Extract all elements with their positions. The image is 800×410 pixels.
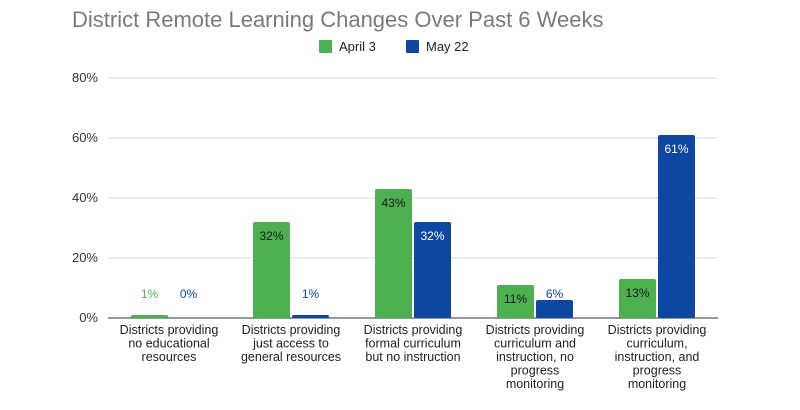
y-tick-label: 40%	[72, 190, 98, 205]
data-label: 6%	[546, 287, 564, 301]
y-axis-ticks: 0% 20% 40% 60% 80%	[72, 70, 98, 325]
x-tick-label: Districts providing no educational resourc…	[120, 323, 219, 364]
x-tick-label: Districts providing curriculum and instruc…	[486, 323, 585, 391]
legend-label: April 3	[339, 39, 376, 54]
bar	[536, 300, 573, 318]
bar	[414, 222, 451, 318]
bar	[658, 135, 695, 318]
legend-swatch	[319, 40, 332, 53]
x-tick-label: Districts providing just access to general…	[241, 323, 341, 364]
data-label: 0%	[180, 287, 198, 301]
data-labels: 1% 0% 32% 1% 43% 32% 11% 6% 13% 61%	[141, 142, 689, 306]
data-label: 1%	[302, 287, 320, 301]
data-label: 61%	[664, 142, 688, 156]
x-tick-label: Districts providing formal curriculum but …	[364, 323, 463, 364]
data-label: 43%	[381, 196, 405, 210]
bar	[619, 279, 656, 318]
chart-title: District Remote Learning Changes Over Pa…	[72, 7, 604, 32]
y-tick-label: 60%	[72, 130, 98, 145]
data-label: 1%	[141, 287, 159, 301]
data-label: 11%	[504, 292, 527, 306]
x-tick-label: Districts providing curriculum, instructio…	[608, 323, 707, 391]
legend: April 3 May 22	[319, 39, 469, 54]
y-tick-label: 80%	[72, 70, 98, 85]
y-tick-label: 0%	[79, 310, 98, 325]
data-label: 32%	[420, 229, 444, 243]
bar	[131, 315, 168, 318]
y-tick-label: 20%	[72, 250, 98, 265]
legend-label: May 22	[426, 39, 469, 54]
bar	[497, 285, 534, 318]
gridlines	[108, 77, 718, 319]
data-label: 32%	[259, 229, 283, 243]
bar	[292, 315, 329, 318]
bar	[253, 222, 290, 318]
bars	[131, 135, 695, 318]
x-axis-ticks: Districts providing no educational resourc…	[120, 323, 707, 391]
bar	[375, 189, 412, 318]
legend-swatch	[406, 40, 419, 53]
data-label: 13%	[625, 286, 649, 300]
